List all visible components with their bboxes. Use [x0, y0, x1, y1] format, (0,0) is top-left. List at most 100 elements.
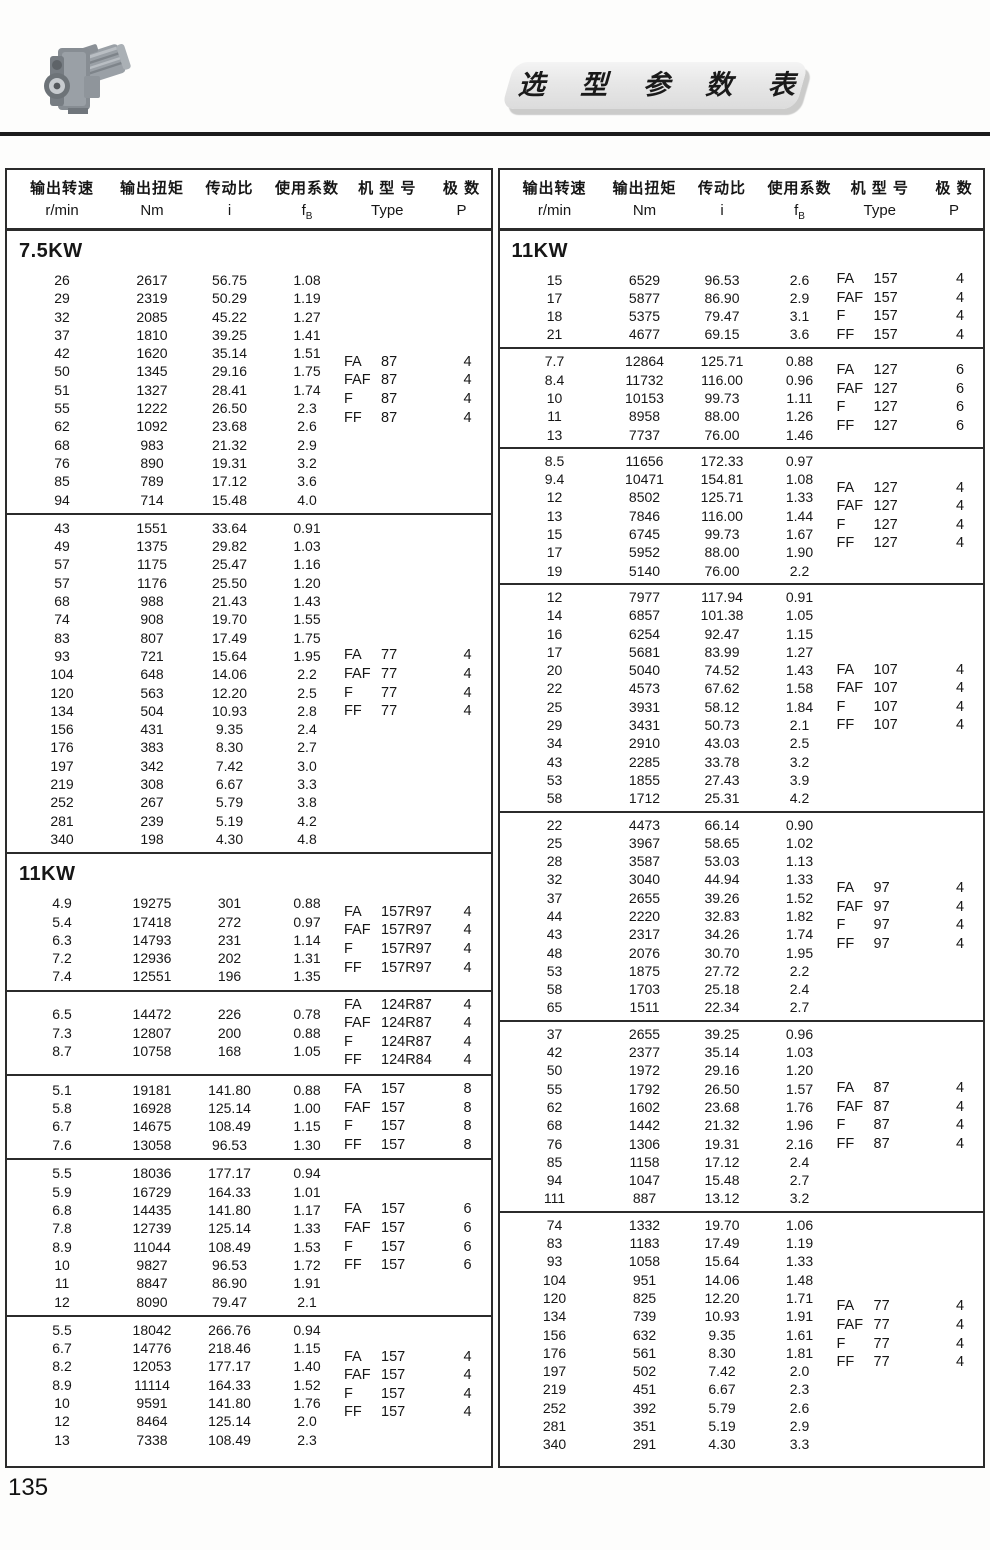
column-header-label: 传动比	[697, 180, 746, 197]
service-factor-cell: 0.88	[293, 1024, 321, 1041]
ratio-cell: 35.14	[211, 345, 248, 362]
speed-cell: 176	[50, 739, 74, 756]
type-entry: FAF 157 4	[344, 1366, 491, 1385]
type-prefix: FF	[344, 1052, 362, 1069]
ratio-cell: 12.20	[211, 684, 248, 701]
speed-cell: 51	[54, 381, 70, 398]
type-model: 77	[873, 1317, 890, 1334]
service-factor-cell: 0.97	[785, 452, 814, 469]
torque-cell: 807	[140, 629, 164, 646]
torque-cell: 8090	[136, 1293, 168, 1310]
pole-count: 4	[955, 1298, 965, 1315]
type-prefix: F	[344, 940, 353, 957]
ratio-cell: 108.49	[208, 1431, 251, 1448]
ratio-cell: 154.81	[700, 471, 744, 488]
speed-cell: 68	[54, 436, 70, 453]
service-factor-cell: 2.9	[789, 1418, 810, 1434]
service-factor-cell: 1.20	[785, 1062, 814, 1079]
parameter-block: 4.9 19275 301 0.88 5.4 17418 272 0.97 6.3 14793 23…	[7, 890, 491, 989]
ratio-cell: 50.29	[211, 290, 248, 307]
ratio-cell: 58.12	[704, 698, 740, 715]
type-entry: FF 77 4	[344, 702, 491, 721]
speed-cell: 26	[54, 272, 70, 288]
torque-cell: 198	[140, 830, 164, 847]
pole-count: 4	[463, 996, 472, 1013]
ratio-cell: 108.49	[208, 1118, 251, 1135]
ratio-cell: 17.49	[704, 1235, 740, 1252]
type-prefix: F	[344, 1238, 353, 1255]
table-row: 111 887 13.12 3.2	[500, 1189, 835, 1207]
torque-cell: 1158	[629, 1153, 660, 1170]
torque-cell: 2617	[136, 272, 168, 288]
service-factor-cell: 1.61	[785, 1326, 814, 1343]
speed-cell: 15	[546, 271, 563, 288]
ratio-cell: 79.47	[704, 308, 740, 325]
ratio-cell: 17.12	[704, 1153, 740, 1170]
torque-cell: 267	[140, 794, 164, 811]
table-row: 32 2085 45.22 1.27	[7, 308, 342, 326]
gearmotor-photo	[28, 20, 138, 130]
type-prefix: FA	[836, 1080, 855, 1097]
service-factor-cell: 1.67	[785, 526, 814, 543]
speed-cell: 11	[547, 408, 562, 425]
torque-cell: 12864	[625, 353, 664, 370]
column-header-label: 输出转速	[522, 180, 587, 197]
table-row: 11 8958 88.00 1.26	[500, 407, 835, 425]
ratio-cell: 196	[217, 968, 242, 985]
torque-cell: 9591	[136, 1395, 168, 1411]
type-entry: FA 127 6	[837, 361, 984, 380]
service-factor-cell: 1.08	[785, 471, 814, 488]
speed-cell: 57	[54, 574, 70, 591]
service-factor-cell: 2.3	[297, 400, 317, 417]
data-rows: 7.7 12864 125.71 0.88 8.4 11732 116.00 0.96 10 10…	[500, 352, 835, 443]
ratio-cell: 13.12	[704, 1190, 740, 1207]
torque-cell: 14776	[132, 1340, 172, 1357]
pole-count: 4	[955, 1117, 965, 1134]
speed-cell: 7.2	[52, 950, 72, 967]
torque-cell: 308	[140, 776, 164, 793]
service-factor-cell: 1.14	[293, 931, 321, 948]
torque-cell: 2377	[628, 1044, 661, 1061]
type-prefix: FA	[836, 271, 855, 287]
table-row: 281 239 5.19 4.2	[7, 812, 342, 830]
service-factor-cell: 2.9	[789, 289, 810, 306]
ratio-cell: 116.00	[701, 507, 743, 524]
speed-cell: 8.2	[52, 1358, 72, 1375]
type-entry: F 87 4	[837, 1116, 984, 1135]
table-row: 252 392 5.79 2.6	[500, 1399, 835, 1417]
ratio-cell: 22.34	[704, 999, 740, 1016]
speed-cell: 55	[54, 400, 70, 417]
service-factor-cell: 4.8	[297, 830, 317, 847]
data-rows: 37 2655 39.25 0.96 42 2377 35.14 1.03 50 1972 29.1…	[500, 1025, 835, 1208]
data-rows: 5.5 18036 177.17 0.94 5.9 16729 164.33 1.01 6.8 1…	[7, 1164, 342, 1310]
pole-count: 6	[463, 1201, 472, 1218]
table-row: 340 291 4.30 3.3	[500, 1435, 835, 1453]
table-row: 22 4573 67.62 1.58	[500, 679, 835, 697]
type-prefix: FA	[836, 879, 855, 896]
type-entry: F 157R97 4	[344, 940, 491, 959]
service-factor-cell: 1.71	[785, 1289, 814, 1306]
column-header-unit: i	[720, 202, 724, 219]
ratio-cell: 172.33	[700, 452, 744, 469]
service-factor-cell: 0.96	[785, 1025, 814, 1042]
table-row: 12 8090 79.47 2.1	[7, 1293, 342, 1311]
table-body: 11KW 15 6529 96.53 2.6 17 5877 86.90 2.9 18 5375 79…	[499, 231, 984, 1466]
torque-cell: 8847	[136, 1275, 168, 1292]
table-row: 76 890 19.31 3.2	[7, 454, 342, 472]
table-row: 8.7 10758 168 1.05	[7, 1042, 342, 1060]
ratio-cell: 125.14	[208, 1220, 251, 1237]
service-factor-cell: 0.88	[293, 895, 321, 912]
torque-cell: 3587	[628, 853, 661, 870]
speed-cell: 7.7	[544, 353, 565, 370]
table-row: 5.4 17418 272 0.97	[7, 913, 342, 931]
type-prefix: F	[836, 399, 846, 416]
type-prefix: FAF	[344, 665, 371, 682]
speed-cell: 111	[543, 1190, 566, 1207]
type-model: 77	[381, 665, 398, 682]
service-factor-cell: 1.35	[293, 968, 321, 985]
torque-cell: 632	[632, 1326, 657, 1343]
torque-cell: 1306	[628, 1135, 661, 1152]
parameter-block: 5.5 18042 266.76 0.94 6.7 14776 218.46 1.15 8.2 1…	[7, 1314, 491, 1453]
type-entry: FF 157 4	[344, 1403, 491, 1422]
torque-cell: 11114	[134, 1376, 170, 1393]
